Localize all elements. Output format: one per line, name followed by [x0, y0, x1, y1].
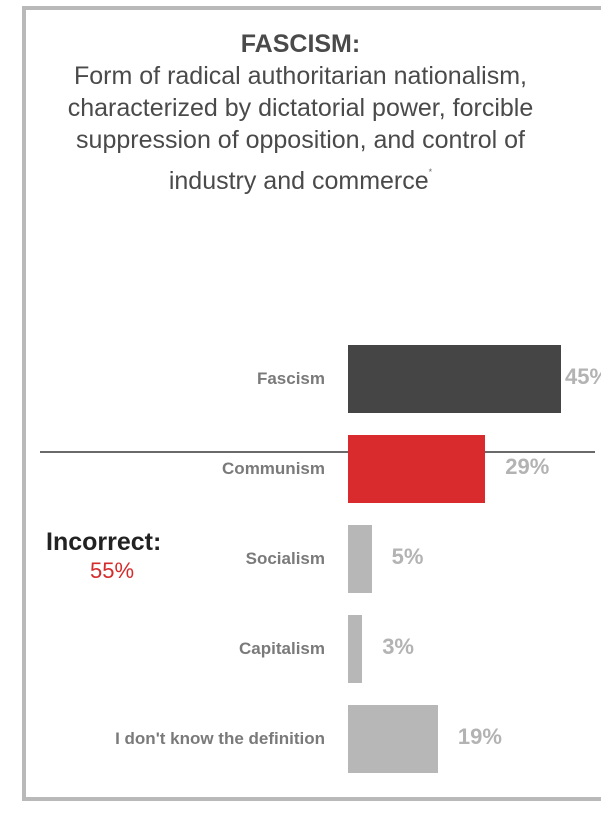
bar — [348, 345, 561, 413]
value-label: 3% — [382, 634, 414, 659]
bar — [348, 705, 438, 773]
bar — [348, 615, 363, 683]
value-label: 45% — [565, 364, 601, 389]
incorrect-label: Incorrect: — [46, 528, 162, 556]
definition-meaning: Form of radical authoritarian nationalis… — [67, 62, 534, 195]
definition-term: FASCISM: — [240, 30, 361, 58]
category-label: Capitalism — [239, 639, 325, 658]
value-label: 5% — [391, 544, 424, 569]
incorrect-summary: Incorrect: 55% — [46, 527, 161, 585]
category-label: Communism — [222, 459, 325, 478]
definition-block: FASCISM: Form of radical authoritarian n… — [0, 28, 601, 197]
category-label: Fascism — [256, 369, 325, 388]
incorrect-value: 55% — [90, 558, 135, 583]
category-label: Socialism — [245, 549, 325, 568]
value-label: 19% — [457, 724, 502, 749]
definition-text: Form of radical authoritarian nationalis… — [51, 60, 551, 197]
bar — [348, 525, 372, 593]
footnote-mark: * — [428, 167, 433, 177]
bar — [348, 435, 486, 503]
category-label: I don't know the definition — [115, 729, 325, 748]
value-label: 29% — [505, 454, 550, 479]
correct-answer-divider — [40, 451, 595, 453]
